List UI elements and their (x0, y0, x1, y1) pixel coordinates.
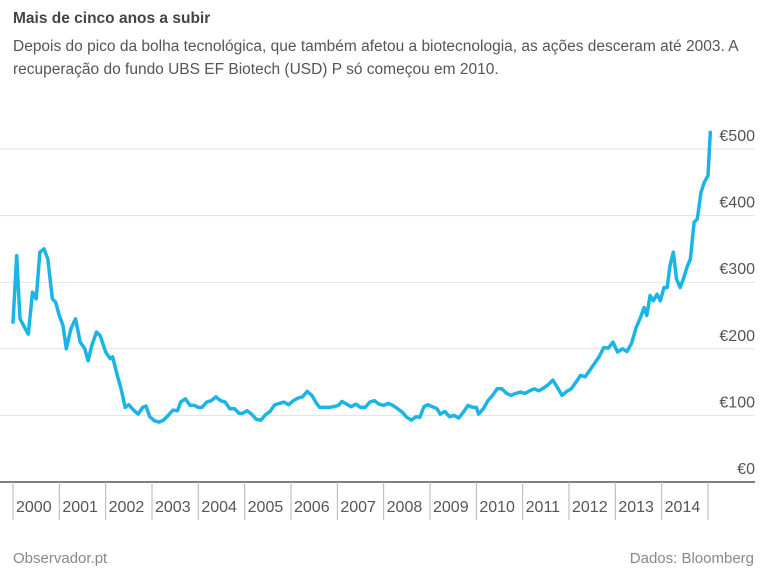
x-tick-label: 2014 (665, 499, 701, 516)
y-tick-label: €100 (719, 394, 755, 411)
y-tick-label: €0 (737, 461, 755, 478)
x-tick-label: 2010 (479, 499, 515, 516)
x-tick-label: 2009 (433, 499, 469, 516)
x-tick-label: 2004 (201, 499, 237, 516)
x-tick-label: 2011 (526, 499, 561, 516)
x-tick-label: 2005 (248, 499, 284, 516)
x-tick-label: 2003 (155, 499, 191, 516)
chart-subtitle: Depois do pico da bolha tecnológica, que… (13, 38, 738, 78)
x-tick-label: 2002 (109, 499, 145, 516)
data-source-credit: Dados: Bloomberg (629, 550, 754, 567)
x-tick-label: 2000 (16, 499, 52, 516)
x-axis-labels: 2000 2001 2002 2003 2004 2005 2006 2007 2008 2009… (16, 499, 700, 516)
x-tick-label: 2001 (62, 499, 98, 516)
publisher-credit: Observador.pt (13, 550, 108, 567)
x-tick-label: 2008 (387, 499, 423, 516)
series-line (11, 130, 713, 424)
y-tick-label: €500 (719, 128, 755, 145)
x-tick-label: 2013 (618, 499, 654, 516)
x-tick-label: 2006 (294, 499, 330, 516)
y-tick-label: €300 (719, 261, 755, 278)
x-tick-label: 2012 (572, 499, 608, 516)
x-tick-label: 2007 (340, 499, 376, 516)
gridlines (0, 148, 755, 416)
y-axis-labels: €0 €100 €200 €300 €400 €500 (719, 128, 755, 478)
chart-title: Mais de cinco anos a subir (13, 10, 211, 27)
series-lines (11, 130, 713, 424)
y-tick-label: €200 (719, 328, 755, 345)
x-axis (0, 481, 755, 520)
y-tick-label: €400 (719, 195, 755, 212)
